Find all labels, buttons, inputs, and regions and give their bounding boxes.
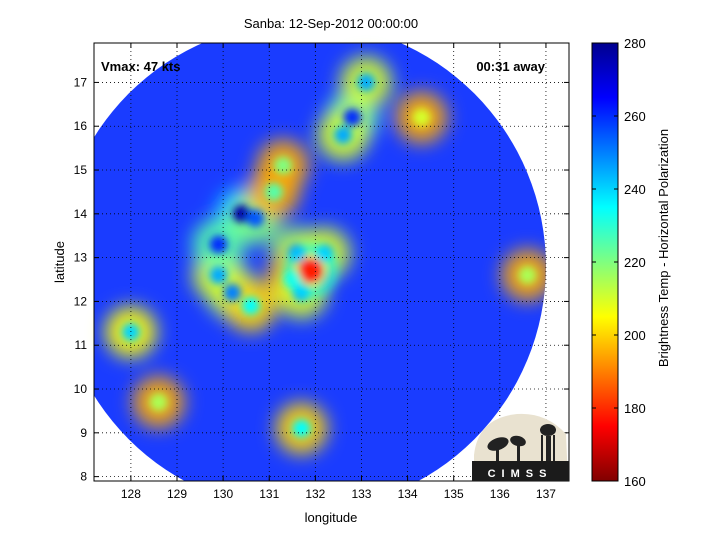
convective-cell [223,283,242,302]
colorbar-tick-label: 240 [624,182,646,197]
y-axis-label: latitude [52,241,67,283]
y-tick-label: 10 [74,382,88,396]
colorbar: 160 180 200 220 240 260 280 Brightness Temp - … [591,36,671,489]
y-tick-label: 17 [74,75,88,89]
x-tick-label: 131 [259,487,279,501]
cimss-logo: CIMSS [472,413,569,481]
colorbar-tick-label: 220 [624,255,646,270]
vmax-annotation: Vmax: 47 kts [101,59,181,74]
cimss-logo-text: CIMSS [488,468,553,480]
convective-cell [412,108,431,127]
convective-cell [209,235,228,254]
x-tick-label: 133 [351,487,371,501]
x-tick-label: 130 [213,487,233,501]
y-tick-label: 16 [74,119,88,133]
plot-frame [93,42,570,482]
chart-title: Sanba: 12-Sep-2012 00:00:00 [244,16,418,31]
x-tick-label: 136 [490,487,510,501]
y-tick-label: 13 [74,251,88,265]
convective-cell [209,266,228,285]
convective-cell [292,419,311,438]
colorbar-tick-label: 260 [624,109,646,124]
colorbar-tick-label: 180 [624,401,646,416]
y-tick-label: 14 [74,207,88,221]
y-tick-label: 11 [75,338,88,352]
convective-cell [241,296,260,315]
colorbar-tick-label: 280 [624,36,646,51]
x-tick-label: 134 [398,487,418,501]
convective-cell [232,204,251,223]
x-axis-label: longitude [305,510,358,525]
y-tick-label: 8 [80,470,87,484]
x-axis: 128 129 130 131 132 133 134 135 136 137 [121,43,556,501]
x-tick-label: 135 [444,487,464,501]
convective-cell [334,125,353,144]
brightness-temp-swath [94,43,546,481]
x-tick-label: 137 [536,487,556,501]
convective-cell [264,182,283,201]
time-away-annotation: 00:31 away [476,59,545,74]
convective-cell [343,108,362,127]
colorbar-tick-label: 200 [624,328,646,343]
convective-cell [274,156,293,175]
plot-area: 128 129 130 131 132 133 134 135 136 137 8 9 10 11 12 1… [74,42,570,501]
x-tick-label: 129 [167,487,187,501]
y-axis: 8 9 10 11 12 13 14 15 16 17 [74,75,569,484]
y-tick-label: 15 [74,163,88,177]
convective-cell [149,393,168,412]
colorbar-gradient [591,42,619,482]
y-tick-label: 12 [74,294,88,308]
colorbar-tick-label: 160 [624,474,646,489]
convective-cell [518,266,537,285]
y-tick-label: 9 [80,426,87,440]
storm-eye [298,258,323,283]
x-tick-label: 128 [121,487,141,501]
colorbar-ticks: 160 180 200 220 240 260 280 [592,36,646,489]
colorbar-label: Brightness Temp - Horizontal Polarizatio… [656,129,671,367]
x-tick-label: 132 [305,487,325,501]
convective-cell [121,323,140,342]
convective-cell [246,209,265,228]
eyewall-ring [285,245,337,297]
